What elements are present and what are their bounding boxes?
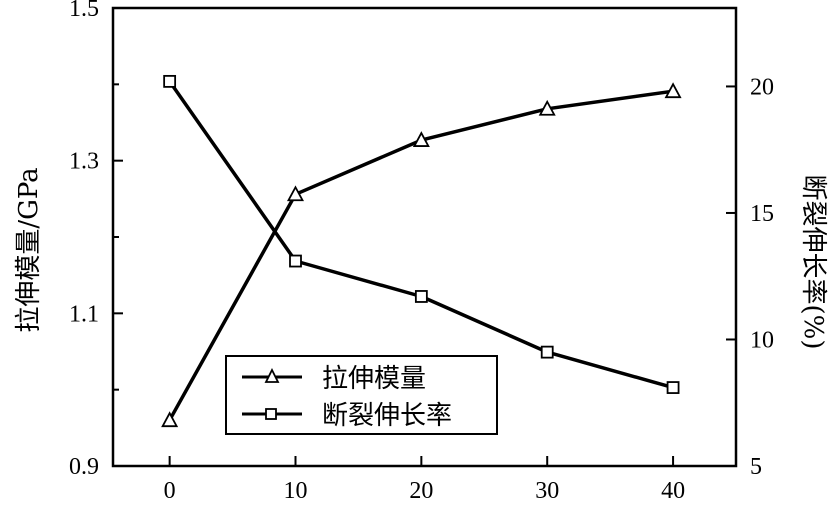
modulus-point xyxy=(538,99,556,116)
x-tick-label: 30 xyxy=(535,478,559,504)
left-tick-label: 1.3 xyxy=(69,149,99,175)
x-axis: 0 10 20 30 40 xyxy=(164,456,685,504)
legend: 拉伸模量 断裂伸长率 xyxy=(225,355,498,435)
legend-box xyxy=(225,355,498,435)
left-axis: 0.9 1.1 1.3 1.5 xyxy=(69,0,123,480)
x-tick-label: 20 xyxy=(409,478,433,504)
right-axis-title: 断裂伸长率(%) xyxy=(798,175,828,350)
elongation-point xyxy=(289,254,302,268)
modulus-point xyxy=(412,131,430,147)
series-layer xyxy=(161,74,682,428)
right-tick-label: 5 xyxy=(750,454,762,480)
elongation-point xyxy=(666,381,680,394)
modulus-point xyxy=(286,185,305,202)
x-tick-label: 0 xyxy=(164,478,176,504)
modulus-point xyxy=(664,82,682,99)
elongation-point xyxy=(414,290,428,303)
right-axis: 5 10 15 20 xyxy=(726,74,774,480)
elongation-point xyxy=(163,74,177,88)
left-tick-label: 1.5 xyxy=(69,0,99,22)
legend-triangle-marker xyxy=(264,367,280,383)
left-tick-label: 1.1 xyxy=(69,301,99,327)
left-axis-title: 拉伸模量/GPa xyxy=(14,167,44,332)
x-tick-label: 40 xyxy=(661,478,685,504)
left-tick-label: 0.9 xyxy=(69,454,99,480)
legend-label-modulus: 拉伸模量 xyxy=(322,364,426,394)
legend-square-marker xyxy=(265,408,277,420)
right-tick-label: 10 xyxy=(750,327,774,353)
elongation-point xyxy=(540,345,554,359)
legend-label-elongation: 断裂伸长率 xyxy=(322,401,452,431)
modulus-point xyxy=(161,411,179,428)
right-tick-label: 15 xyxy=(750,201,774,227)
series-line-elongation xyxy=(168,80,674,390)
right-tick-label: 20 xyxy=(750,74,774,100)
x-tick-label: 10 xyxy=(283,478,307,504)
